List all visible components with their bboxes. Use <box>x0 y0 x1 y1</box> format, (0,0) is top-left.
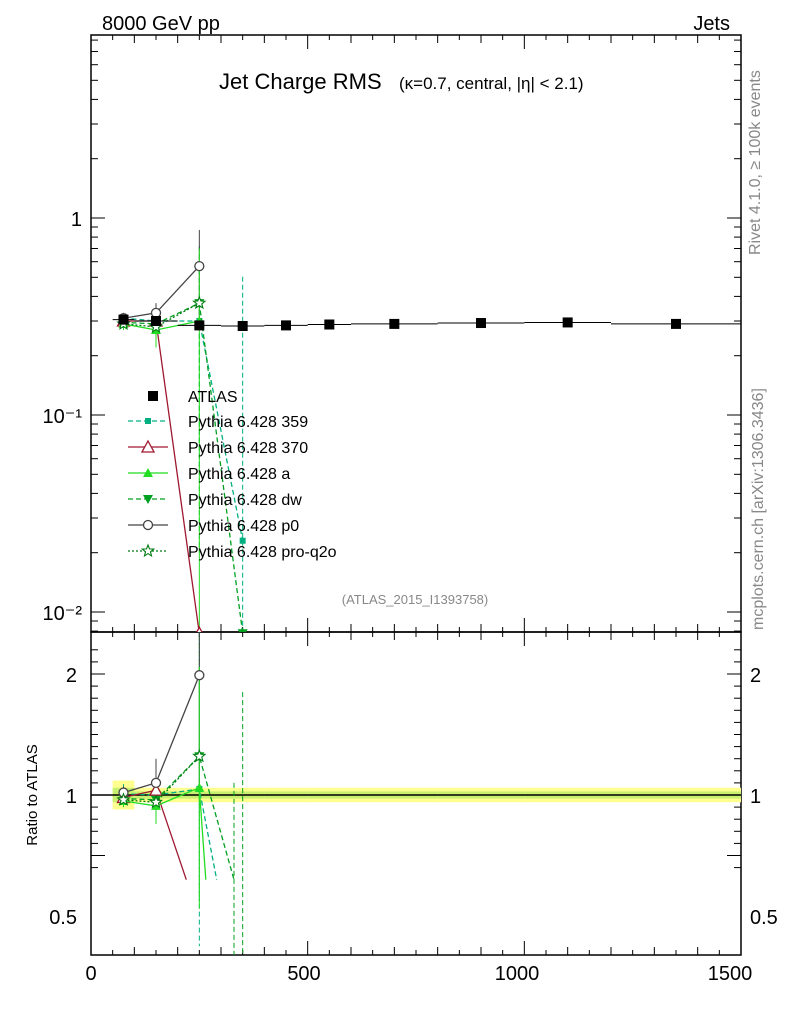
x-tick-label-0: 0 <box>85 963 96 985</box>
series-point <box>237 1000 249 1011</box>
ratio-series-line <box>123 786 207 880</box>
ratio-series-point <box>150 777 162 789</box>
atlas-point <box>118 314 129 325</box>
ratio-tick-1-left: 1 <box>66 786 77 808</box>
y-tick-label-0.01: 10⁻² <box>43 603 83 625</box>
legend-label: ATLAS <box>188 389 238 406</box>
series-line <box>123 265 200 319</box>
legend-label: Pythia 6.428 a <box>188 466 290 483</box>
header-right: Jets <box>693 13 730 35</box>
ratio-tick-05-left: 0.5 <box>49 907 77 929</box>
mcplots-label: mcplots.cern.ch [arXiv:1306.3436] <box>750 388 767 630</box>
legend-marker <box>140 543 156 558</box>
ratio-series-point <box>116 792 131 806</box>
legend-label: Pythia 6.428 p0 <box>188 518 299 535</box>
y-tick-label-0.1: 10⁻¹ <box>43 406 83 428</box>
y-tick-label-1: 1 <box>71 209 82 231</box>
header-left: 8000 GeV pp <box>102 13 220 35</box>
legend-marker <box>145 418 151 424</box>
legend-label: Pythia 6.428 pro-q2o <box>188 544 337 561</box>
atlas-point <box>324 319 335 330</box>
ratio-ylabel: Ratio to ATLAS <box>24 744 41 845</box>
legend-marker <box>143 468 153 477</box>
rivet-label: Rivet 4.1.0, ≥ 100k events <box>747 70 764 255</box>
series-point <box>194 260 205 272</box>
series-point <box>239 537 246 544</box>
legend-marker <box>143 495 153 504</box>
ratio-series-point <box>192 748 207 763</box>
ratio-tick-1-right: 1 <box>750 786 761 808</box>
x-tick-label-500: 500 <box>287 963 320 985</box>
atlas-point <box>389 318 400 329</box>
ratio-series-point <box>148 794 164 809</box>
chart-dynamic-layer: ATLAS Pythia 6.428 359 Pythia 6.428 370 Pyt… <box>90 34 742 1011</box>
ratio-series-line <box>123 755 235 880</box>
legend-label: Pythia 6.428 359 <box>188 414 308 431</box>
atlas-point <box>562 317 573 328</box>
atlas-point <box>151 316 161 327</box>
plot-title: Jet Charge RMS <box>219 69 382 94</box>
series-point <box>196 625 203 632</box>
ratio-series-point <box>194 670 205 681</box>
atlas-point <box>237 320 248 331</box>
main-series-layer <box>112 229 741 1011</box>
ratio-tick-05-right: 0.5 <box>750 907 778 929</box>
atlas-point <box>281 320 291 331</box>
legend-label: Pythia 6.428 370 <box>188 440 308 457</box>
ratio-series-layer <box>116 632 244 955</box>
ratio-tick-2-left: 2 <box>66 665 77 687</box>
analysis-watermark: (ATLAS_2015_I1393758) <box>342 592 488 607</box>
x-tick-label-1500: 1500 <box>708 963 753 985</box>
series-line <box>123 302 244 632</box>
atlas-point <box>671 318 681 329</box>
ratio-series-line <box>123 674 200 794</box>
legend-label: Pythia 6.428 dw <box>188 492 302 509</box>
series-point <box>150 307 162 319</box>
atlas-point <box>194 320 205 331</box>
main-frame <box>90 34 742 633</box>
legend-marker-atlas <box>148 391 158 401</box>
series-point <box>237 629 248 632</box>
series-line <box>123 317 244 541</box>
series-point <box>192 295 207 310</box>
ratio-tick-2-right: 2 <box>750 665 761 687</box>
atlas-point <box>476 318 486 329</box>
legend-marker <box>140 439 156 453</box>
legend-marker <box>142 519 154 531</box>
x-tick-label-1000: 1000 <box>495 963 540 985</box>
plot-subtitle: (κ=0.7, central, |η| < 2.1) <box>399 74 584 93</box>
ratio-series-point <box>194 782 205 792</box>
